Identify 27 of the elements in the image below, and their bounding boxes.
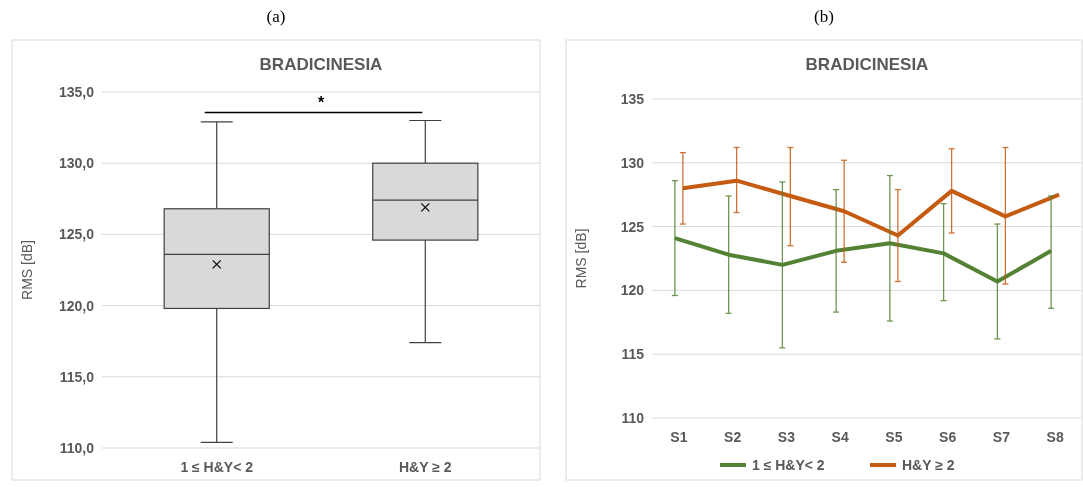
x-tick-label: S5 (885, 429, 903, 445)
x-tick-label: S8 (1046, 429, 1064, 445)
x-tick-label: S4 (831, 429, 849, 445)
y-tick-label: 115 (621, 346, 645, 363)
y-tick-label: 120,0 (58, 297, 95, 314)
y-tick-label: 120 (620, 282, 645, 299)
x-tick-label: S2 (724, 429, 742, 445)
chart-title: BRADICINESIA (259, 55, 383, 74)
x-tick-label: S7 (992, 429, 1011, 445)
text: (b) (814, 7, 834, 26)
y-tick-label: 115,0 (59, 368, 95, 385)
y-tick-label: 110 (621, 409, 645, 426)
chart-title: BRADICINESIA (805, 55, 929, 74)
y-tick-label: 125 (620, 218, 645, 235)
y-tick-label: 135 (620, 90, 645, 107)
x-tick-label: S3 (777, 429, 796, 445)
annotation: * (317, 94, 325, 112)
x-tick-label: S6 (939, 429, 957, 445)
y-tick-label: 130 (620, 154, 645, 171)
y-tick-label: 110,0 (59, 439, 95, 456)
y-axis-title: RMS [dB] (573, 228, 589, 289)
y-tick-label: 130,0 (58, 155, 95, 172)
y-tick-label: 135,0 (58, 83, 95, 100)
y-tick-label: 125,0 (58, 226, 95, 243)
y-axis-title: RMS [dB] (19, 240, 35, 300)
x-tick-label: S1 (670, 429, 688, 445)
text: (a) (266, 7, 286, 26)
